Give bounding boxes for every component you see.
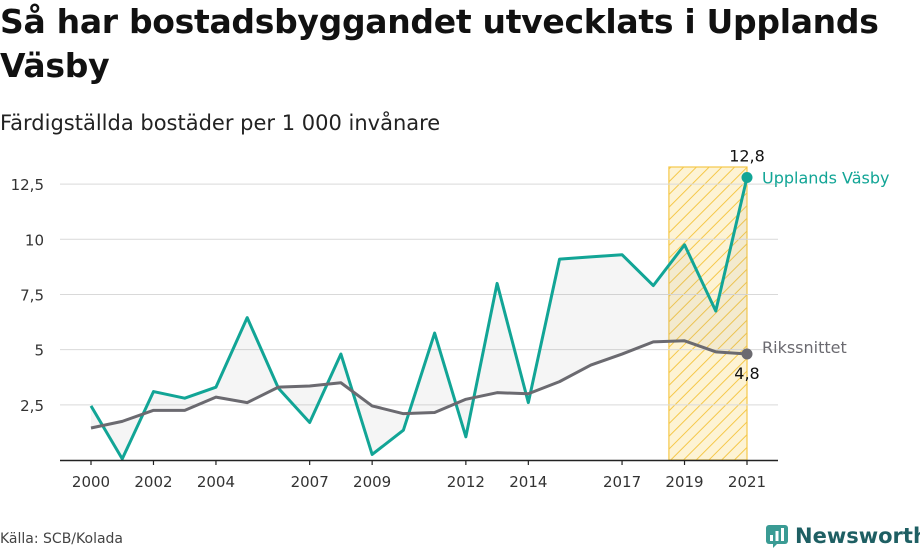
x-tick-label: 2004	[197, 473, 235, 491]
source-note: Källa: SCB/Kolada	[0, 531, 124, 547]
x-tick-label: 2009	[353, 473, 391, 491]
difference-area	[91, 177, 747, 459]
value-label-upplands-vasby: 12,8	[729, 150, 765, 165]
newsworthy-logo-icon	[766, 525, 788, 548]
x-tick-label: 2017	[603, 473, 641, 491]
x-tick-label: 2000	[72, 473, 110, 491]
highlight-band-hatch	[668, 166, 748, 461]
series-label-upplands-vasby: Upplands Väsby	[762, 168, 889, 187]
chart-title: Så har bostadsbyggandet utvecklats i Upp…	[0, 2, 879, 85]
x-tick-label: 2021	[728, 473, 766, 491]
y-tick-label: 7,5	[20, 286, 44, 304]
y-tick-label: 5	[34, 342, 44, 360]
y-tick-label: 12,5	[11, 176, 44, 194]
y-tick-label: 2,5	[20, 397, 44, 415]
endpoint-marker-upplands-vasby	[741, 171, 753, 183]
brand-logo: Newsworthy	[765, 519, 920, 553]
series-line-upplands-vasby	[89, 177, 749, 461]
x-tick-label: 2007	[291, 473, 329, 491]
value-label-rikssnittet: 4,8	[734, 364, 759, 383]
line-chart: 2,5 5 7,5 10 12,5 2000 2002 2004 2007 2009 2012 20…	[11, 150, 890, 491]
x-tick-label: 2002	[134, 473, 172, 491]
x-tick-label: 2014	[509, 473, 547, 491]
series-label-rikssnittet: Rikssnittet	[762, 338, 847, 357]
endpoint-marker-rikssnittet	[741, 348, 753, 360]
series-line-rikssnittet	[90, 339, 748, 430]
x-tick-label: 2019	[665, 473, 703, 491]
chart-subtitle: Färdigställda bostäder per 1 000 invånar…	[0, 111, 441, 135]
x-tick-label: 2012	[447, 473, 485, 491]
y-tick-label: 10	[25, 231, 44, 249]
brand-name: Newsworthy	[795, 524, 920, 548]
